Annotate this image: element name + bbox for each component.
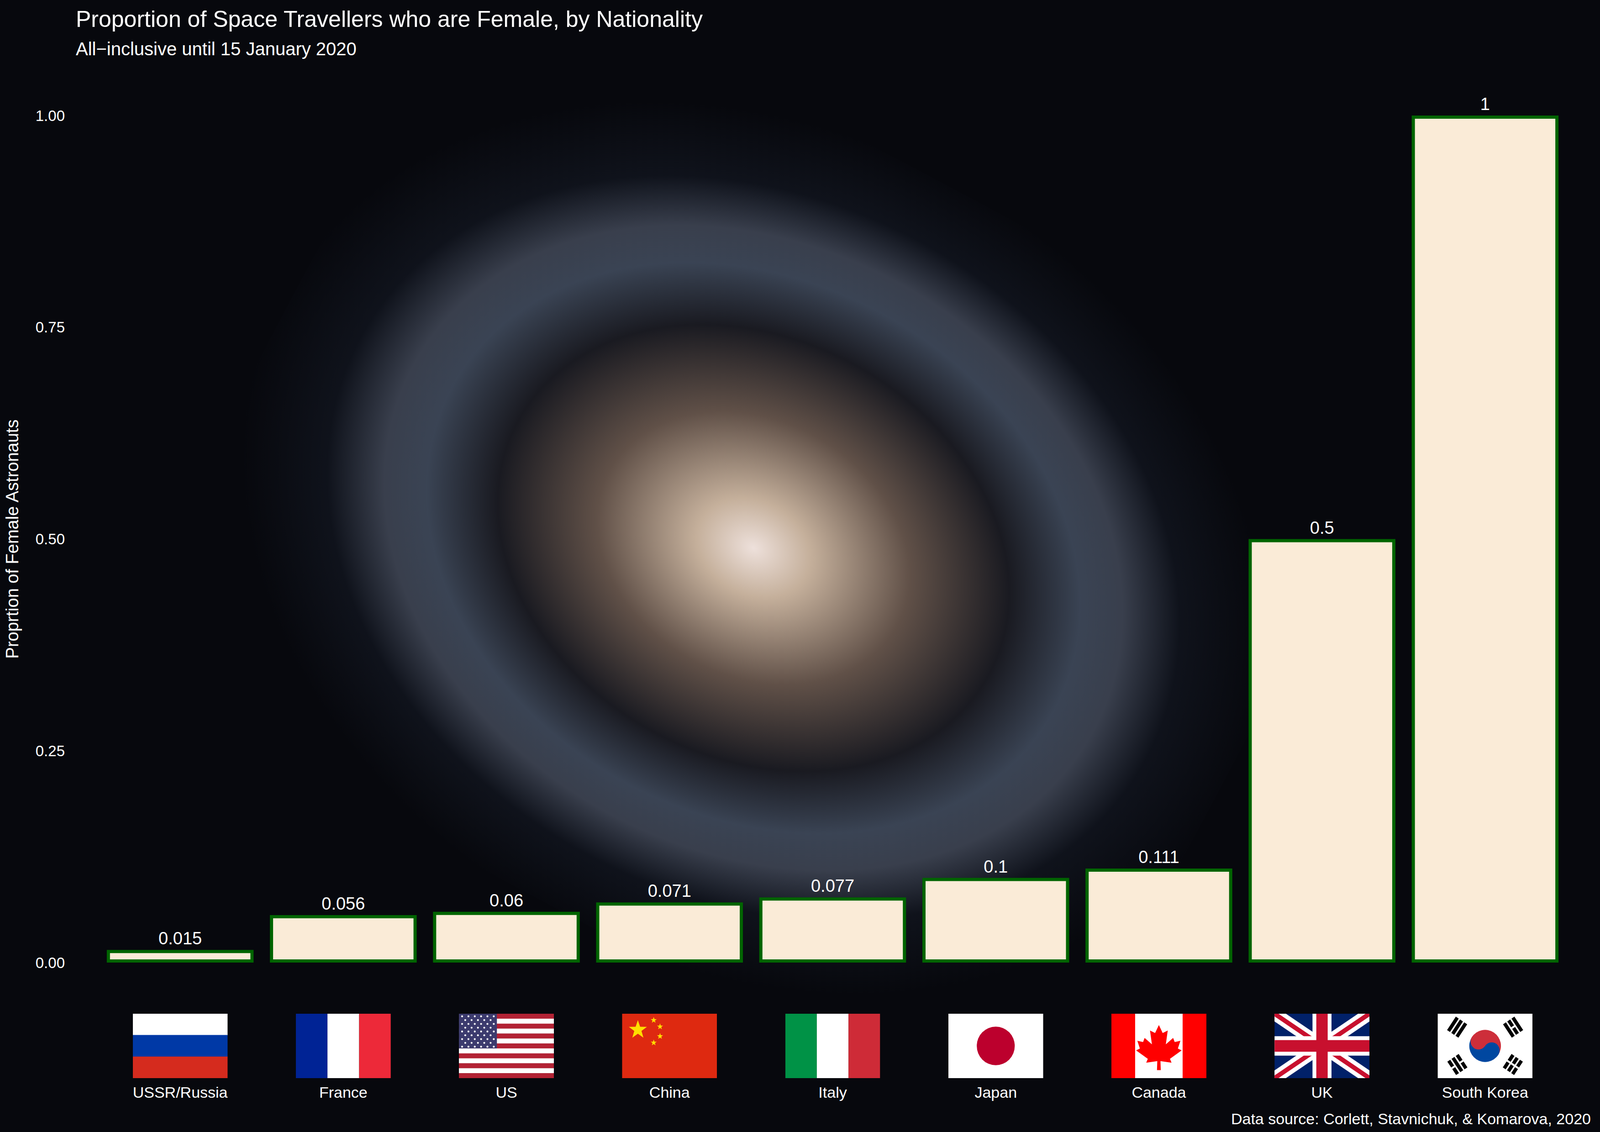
svg-text:0.077: 0.077: [810, 876, 855, 896]
svg-text:All−inclusive until 15 January: All−inclusive until 15 January 2020: [75, 38, 357, 59]
svg-text:0.5: 0.5: [1310, 518, 1335, 538]
svg-text:Proportion of Space Travellers: Proportion of Space Travellers who are F…: [75, 6, 703, 32]
svg-text:Italy: Italy: [818, 1083, 847, 1101]
svg-text:0.50: 0.50: [35, 530, 65, 548]
svg-text:Proprtion of Female Astronauts: Proprtion of Female Astronauts: [2, 419, 22, 659]
svg-text:South Korea: South Korea: [1442, 1083, 1529, 1101]
svg-text:0.00: 0.00: [35, 954, 65, 972]
svg-text:1.00: 1.00: [35, 107, 65, 125]
svg-text:Canada: Canada: [1131, 1083, 1186, 1101]
svg-text:0.056: 0.056: [321, 894, 365, 914]
svg-text:US: US: [495, 1083, 517, 1101]
svg-text:0.111: 0.111: [1138, 847, 1179, 867]
svg-text:Japan: Japan: [974, 1083, 1017, 1101]
svg-text:Data source: Corlett, Stavnich: Data source: Corlett, Stavnichuk, & Koma…: [1231, 1110, 1591, 1128]
svg-text:0.015: 0.015: [158, 928, 202, 948]
svg-text:0.25: 0.25: [35, 742, 65, 760]
svg-text:0.06: 0.06: [489, 890, 524, 911]
svg-text:China: China: [649, 1083, 690, 1101]
svg-text:France: France: [319, 1083, 368, 1101]
svg-text:1: 1: [1480, 94, 1490, 114]
svg-text:USSR/Russia: USSR/Russia: [132, 1083, 228, 1101]
svg-text:0.1: 0.1: [983, 857, 1008, 877]
svg-text:0.071: 0.071: [647, 881, 692, 901]
svg-text:0.75: 0.75: [35, 318, 65, 336]
svg-text:UK: UK: [1311, 1083, 1334, 1101]
